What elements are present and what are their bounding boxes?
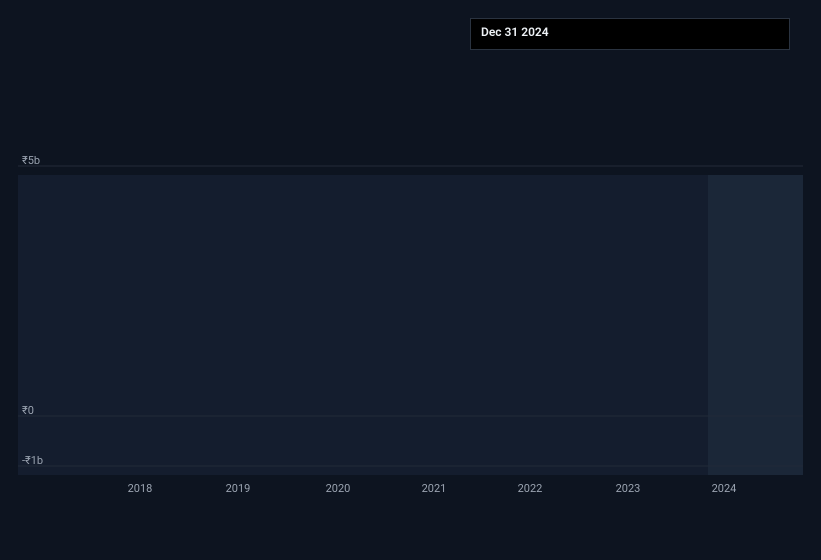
x-axis-label: 2019 [226, 482, 251, 495]
x-axis-label: 2021 [422, 482, 447, 495]
y-axis-label: ₹5b [22, 154, 40, 167]
x-axis-label: 2020 [326, 482, 351, 495]
y-axis-label: -₹1b [22, 454, 43, 467]
chart-tooltip: Dec 31 2024 [470, 18, 790, 50]
x-axis-label: 2018 [128, 482, 153, 495]
x-axis-label: 2022 [518, 482, 543, 495]
financials-chart: ₹5b ₹0 -₹1b 2018 2019 2020 2021 2022 2023 2024 [18, 0, 803, 500]
tooltip-date: Dec 31 2024 [481, 25, 779, 39]
x-axis-label: 2024 [712, 482, 737, 495]
x-axis-label: 2023 [616, 482, 641, 495]
y-axis-label: ₹0 [22, 404, 34, 417]
